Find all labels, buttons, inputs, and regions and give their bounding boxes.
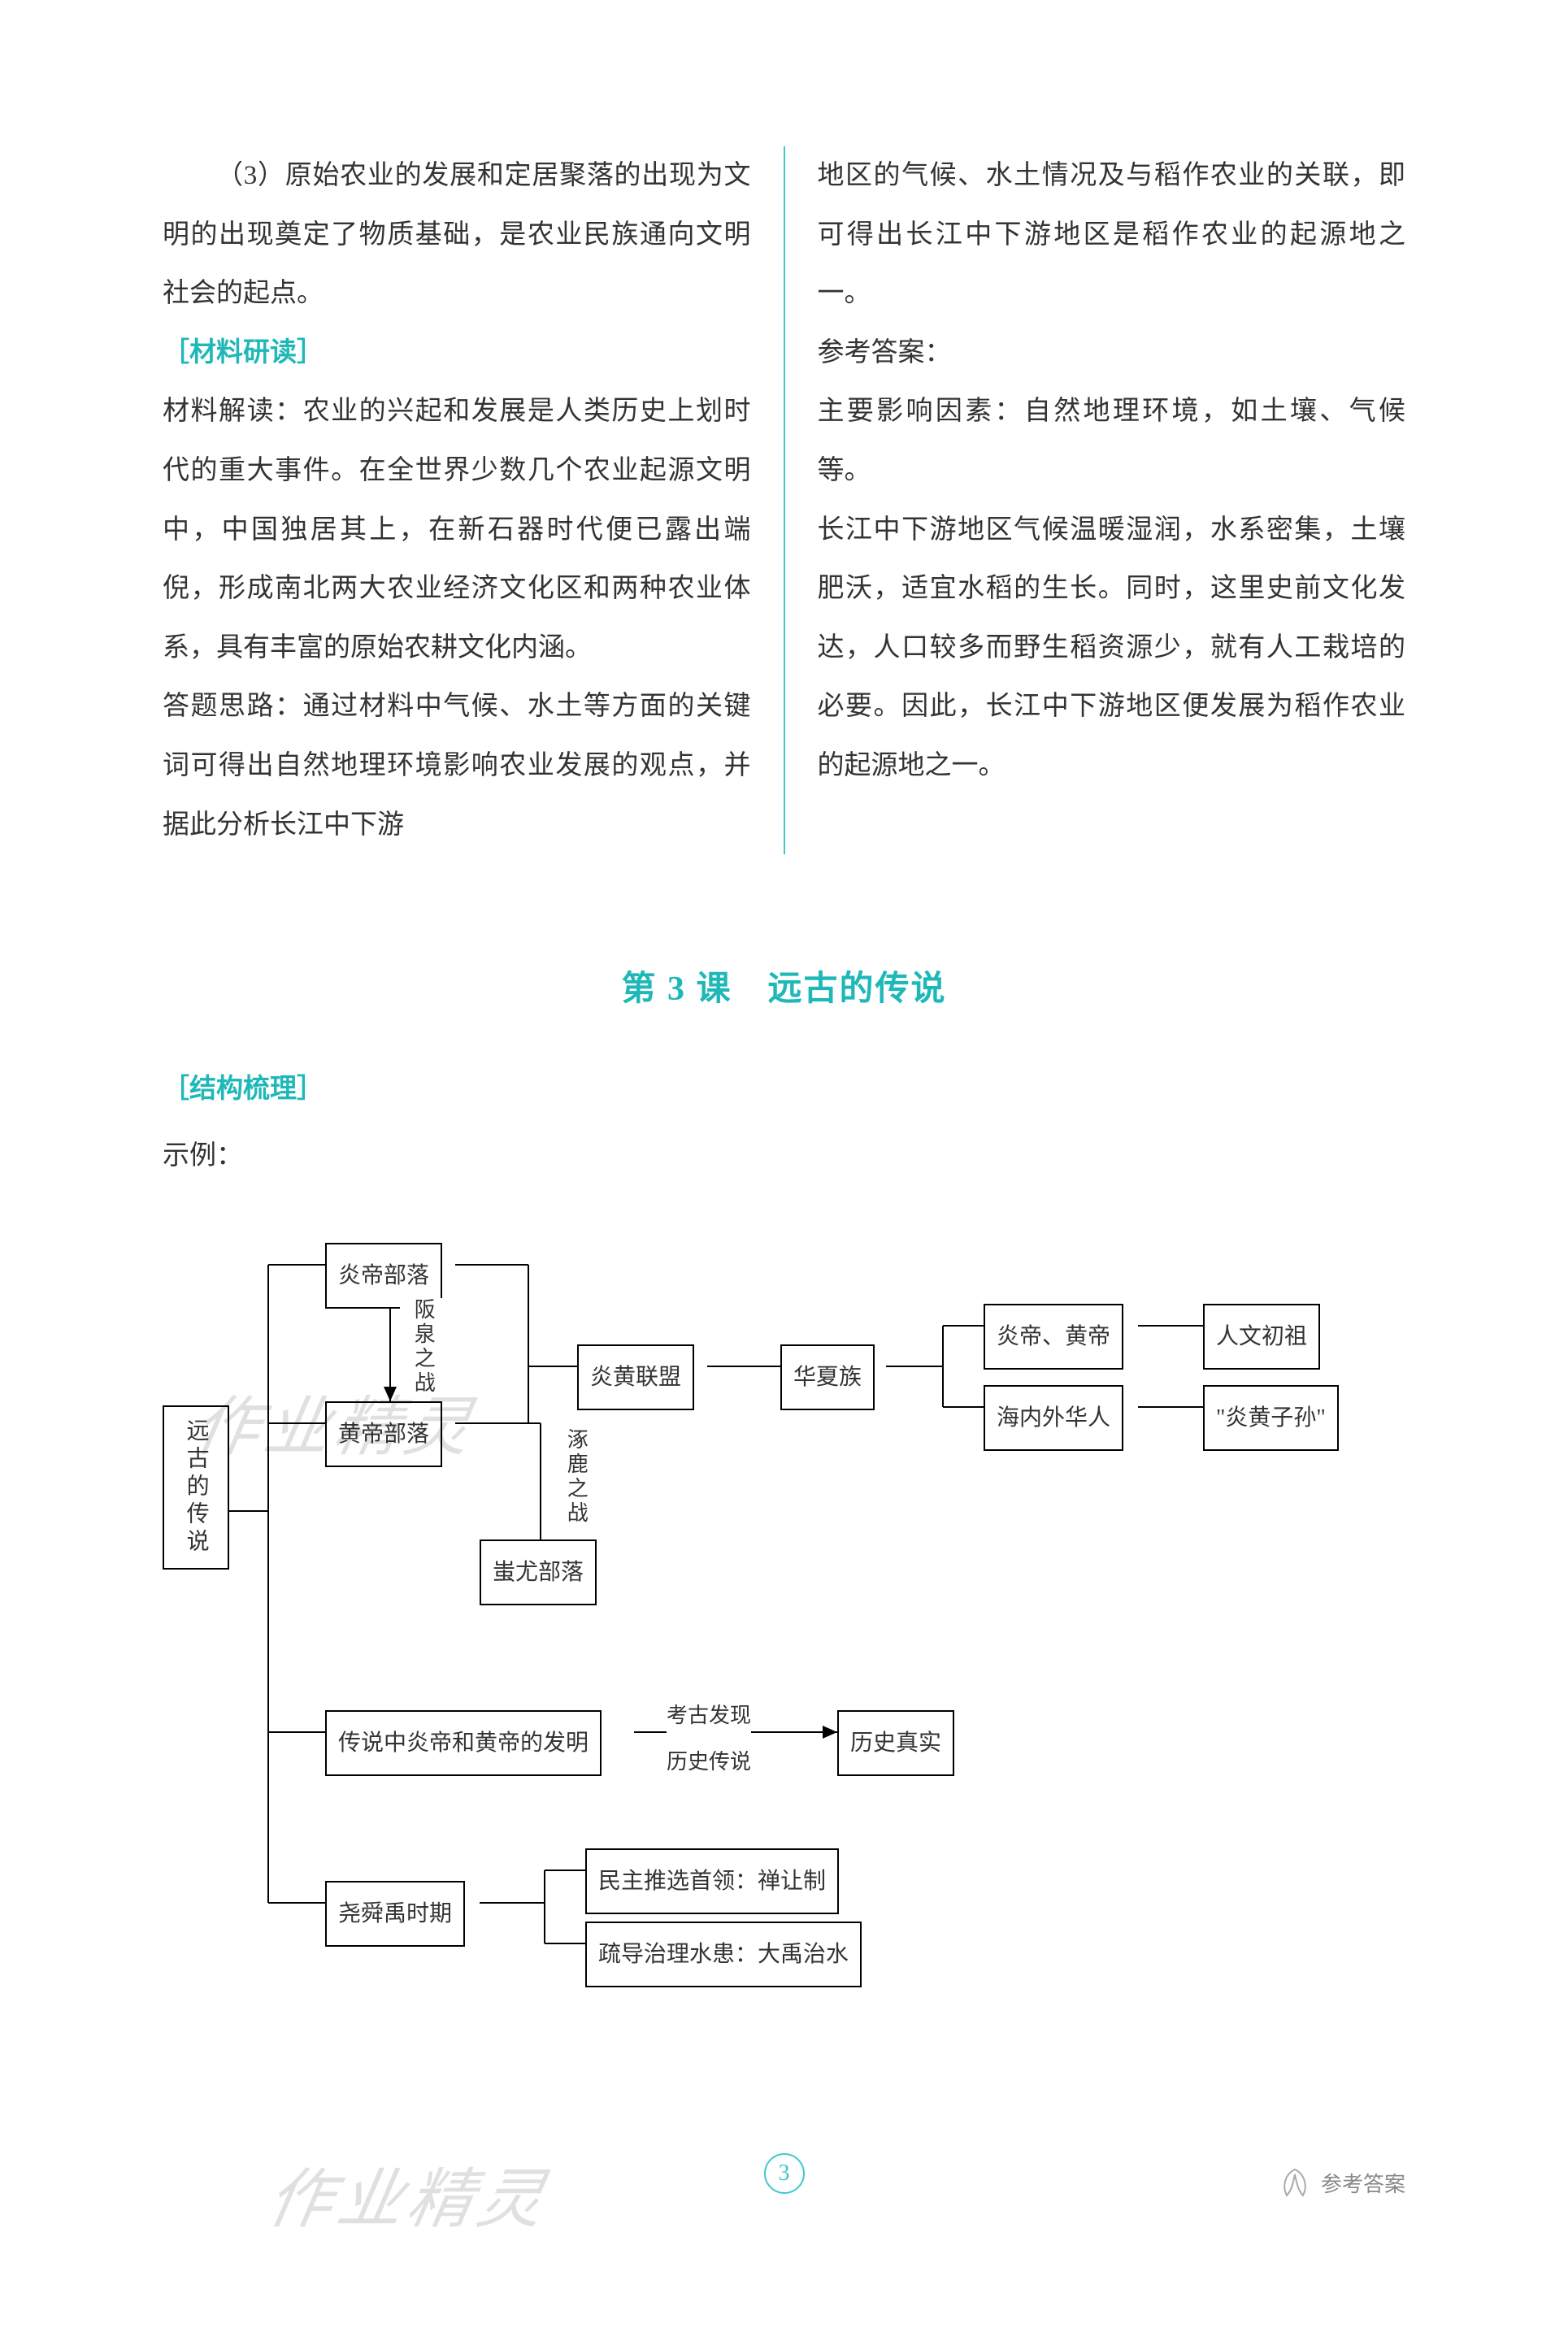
node-renwen: 人文初祖 <box>1203 1304 1320 1370</box>
lesson-title: 第 3 课 远古的传说 <box>163 952 1405 1027</box>
footer-label-text: 参考答案 <box>1321 2161 1405 2208</box>
footer-label: 参考答案 <box>1277 2161 1405 2208</box>
example-label: 示例： <box>163 1127 1405 1186</box>
node-dayu: 疏导治理水患：大禹治水 <box>585 1922 862 1988</box>
node-yanhuang: 炎帝、黄帝 <box>984 1304 1123 1370</box>
structure-diagram: 远古的传说 炎帝部落 黄帝部落 蚩尤部落 炎黄联盟 华夏族 炎帝、黄帝 人文初祖… <box>163 1218 1406 2031</box>
node-inventions: 传说中炎帝和黄帝的发明 <box>325 1710 602 1777</box>
node-chiyou: 蚩尤部落 <box>480 1539 597 1606</box>
structure-section-label: ［结构梳理］ <box>163 1060 1405 1119</box>
right-p4: 长江中下游地区气候温暖湿润，水系密集，土壤肥沃，适宜水稻的生长。同时，这里史前文… <box>818 501 1406 796</box>
node-lszs: 历史真实 <box>837 1710 954 1777</box>
right-column: 地区的气候、水土情况及与稻作农业的关联，即可得出长江中下游地区是稻作农业的起源地… <box>785 146 1406 854</box>
node-lianmeng: 炎黄联盟 <box>577 1344 694 1411</box>
page-footer: 作业精灵 3 参考答案 <box>163 2153 1405 2251</box>
node-root: 远古的传说 <box>163 1405 229 1570</box>
edge-label-banquan: 阪泉之战 <box>400 1298 446 1396</box>
node-huaxia: 华夏族 <box>780 1344 875 1411</box>
right-p2: 参考答案： <box>818 324 1406 383</box>
left-column: （3）原始农业的发展和定居聚落的出现为文明的出现奠定了物质基础，是农业民族通向文… <box>163 146 785 854</box>
two-column-text: （3）原始农业的发展和定居聚落的出现为文明的出现奠定了物质基础，是农业民族通向文… <box>163 146 1405 854</box>
watermark-2: 作业精灵 <box>255 2129 560 2272</box>
right-p3: 主要影响因素：自然地理环境，如土壤、气候等。 <box>818 382 1406 500</box>
left-p3: 答题思路：通过材料中气候、水土等方面的关键词可得出自然地理环境影响农业发展的观点… <box>163 677 751 854</box>
node-shanrang: 民主推选首领：禅让制 <box>585 1848 839 1915</box>
node-haiwai: 海内外华人 <box>984 1385 1123 1452</box>
left-p2: 材料解读：农业的兴起和发展是人类历史上划时代的重大事件。在全世界少数几个农业起源… <box>163 382 751 677</box>
page-number: 3 <box>764 2153 805 2194</box>
node-huangdi: 黄帝部落 <box>325 1401 442 1468</box>
left-p1: （3）原始农业的发展和定居聚落的出现为文明的出现奠定了物质基础，是农业民族通向文… <box>163 146 751 324</box>
edge-label-lscs: 历史传说 <box>667 1739 751 1785</box>
material-heading: ［材料研读］ <box>163 324 751 383</box>
node-yaoshunyu: 尧舜禹时期 <box>325 1881 465 1948</box>
edge-label-zhuolu: 涿鹿之战 <box>553 1428 599 1526</box>
node-yhzs: "炎黄子孙" <box>1203 1385 1339 1452</box>
edge-label-kaogu: 考古发现 <box>667 1692 751 1739</box>
right-p1: 地区的气候、水土情况及与稻作农业的关联，即可得出长江中下游地区是稻作农业的起源地… <box>818 146 1406 324</box>
leaf-logo-icon <box>1277 2166 1313 2202</box>
